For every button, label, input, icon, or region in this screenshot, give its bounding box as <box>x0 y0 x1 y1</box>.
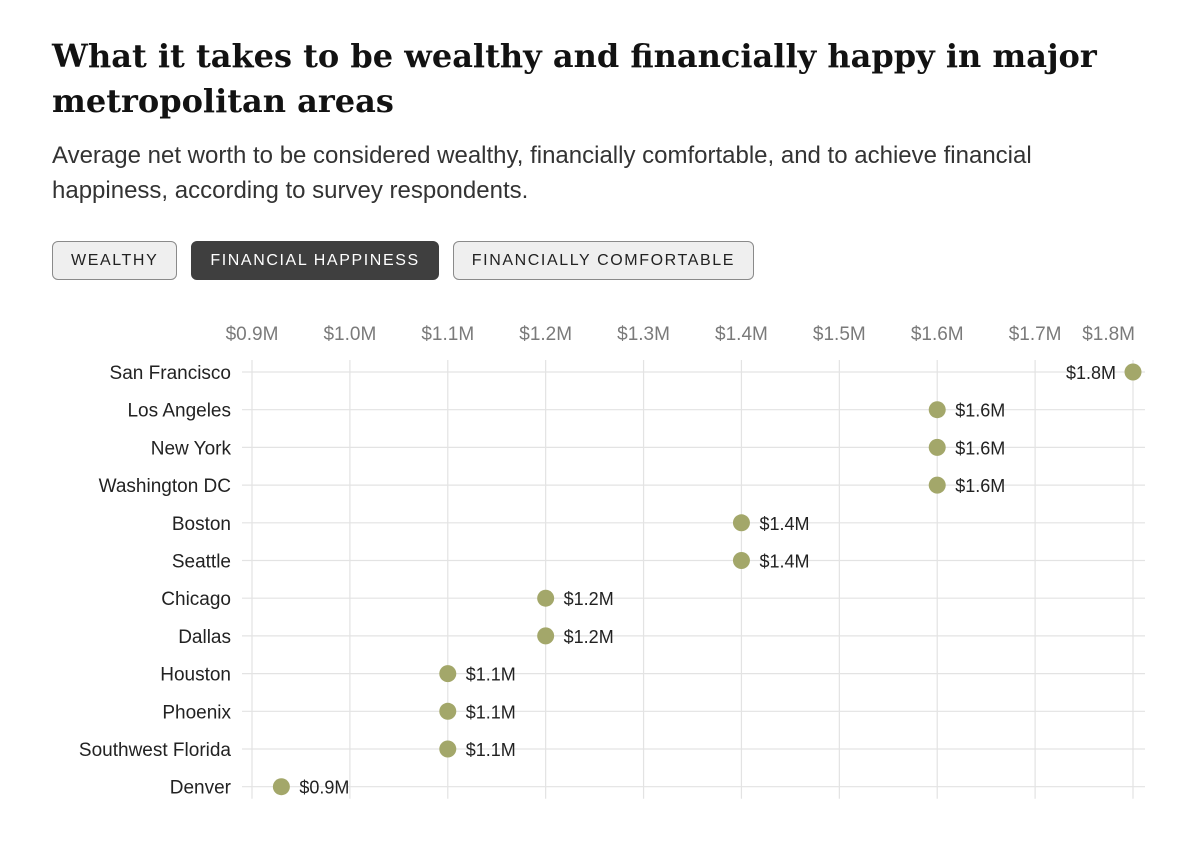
chart-subtitle: Average net worth to be considered wealt… <box>52 142 1032 204</box>
category-label: San Francisco <box>110 363 231 384</box>
x-tick-label: $1.6M <box>911 324 964 345</box>
data-label: $1.2M <box>564 589 614 609</box>
x-tick-label: $0.9M <box>226 324 279 345</box>
tab-financial-happiness[interactable]: Financial happiness <box>191 241 439 280</box>
data-point <box>439 665 457 683</box>
data-point <box>732 552 750 569</box>
data-point <box>1124 363 1142 381</box>
data-point <box>439 740 457 758</box>
data-label: $0.9M <box>299 778 349 798</box>
data-label: $1.4M <box>759 552 809 572</box>
data-label: $1.2M <box>564 627 614 647</box>
data-point <box>537 627 555 645</box>
category-label: Los Angeles <box>127 401 231 422</box>
category-label: Phoenix <box>162 702 231 723</box>
data-label: $1.6M <box>955 476 1005 496</box>
category-label: Washington DC <box>99 476 231 497</box>
x-tick-label: $1.4M <box>715 324 768 345</box>
tab-wealthy[interactable]: Wealthy <box>52 241 178 280</box>
data-point <box>537 589 555 607</box>
data-label: $1.1M <box>466 665 516 685</box>
data-point <box>272 778 290 796</box>
data-label: $1.6M <box>955 438 1005 458</box>
chart-title: What it takes to be wealthy and financia… <box>52 37 1097 120</box>
category-label: Southwest Florida <box>79 740 232 761</box>
data-point <box>928 476 946 494</box>
data-label: $1.8M <box>1066 363 1116 383</box>
metric-tabs: Wealthy Financial happiness Financially … <box>52 241 755 280</box>
data-label: $1.6M <box>955 401 1005 421</box>
x-tick-label: $1.5M <box>813 324 866 345</box>
x-tick-label: $1.2M <box>519 324 572 345</box>
data-point <box>928 438 946 456</box>
dot-plot-chart: $0.9M $1.0M $1.1M $1.2M $1.3M $1.4M $1.5M $1.6M… <box>79 324 1145 799</box>
category-label: Denver <box>170 778 232 799</box>
x-tick-label: $1.0M <box>323 324 376 345</box>
category-label: Houston <box>160 665 231 686</box>
category-label: Chicago <box>161 589 231 610</box>
x-tick-label: $1.7M <box>1009 324 1062 345</box>
category-label: Dallas <box>178 627 231 648</box>
data-label: $1.1M <box>466 702 516 722</box>
x-tick-label: $1.8M <box>1082 324 1135 345</box>
tab-financially-comfortable[interactable]: Financially comfortable <box>452 241 755 280</box>
category-label: Boston <box>172 514 231 535</box>
x-tick-label: $1.1M <box>421 324 474 345</box>
data-point <box>732 514 750 532</box>
data-point <box>439 702 457 720</box>
category-label: Seattle <box>172 552 231 573</box>
data-point <box>928 401 946 419</box>
data-label: $1.4M <box>759 514 809 534</box>
data-label: $1.1M <box>466 740 516 760</box>
x-tick-label: $1.3M <box>617 324 670 345</box>
category-label: New York <box>151 438 232 459</box>
